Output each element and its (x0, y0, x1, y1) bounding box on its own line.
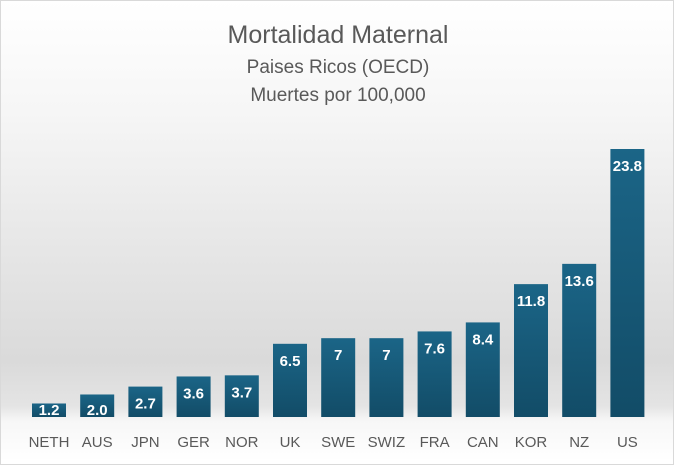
bar-aus (80, 394, 115, 417)
data-label: 7 (334, 347, 342, 364)
x-tick-label: CAN (467, 434, 499, 451)
x-tick-label: NETH (29, 434, 70, 451)
x-tick-label: NOR (225, 434, 259, 451)
data-label: 3.7 (231, 384, 252, 401)
data-label: 2.0 (87, 402, 108, 419)
x-tick-label: JPN (131, 434, 159, 451)
data-label: 1.2 (39, 402, 60, 419)
bar-swiz (369, 338, 404, 417)
x-tick-label: FRA (420, 434, 450, 451)
chart-subtitle-units: Muertes por 100,000 (250, 85, 426, 106)
data-label: 23.8 (613, 158, 642, 175)
bar-jpn (128, 386, 163, 417)
data-label: 7 (382, 347, 390, 364)
bar-us (610, 149, 645, 417)
data-label: 11.8 (517, 293, 545, 310)
x-tick-label: KOR (515, 434, 548, 451)
chart-subtitle: Paises Ricos (OECD) (246, 57, 430, 78)
x-tick-label: AUS (82, 434, 113, 451)
chart-title: Mortalidad Maternal (227, 21, 449, 49)
data-label: 6.5 (280, 353, 301, 370)
x-tick-label: GER (177, 434, 210, 451)
bar-neth (32, 403, 66, 417)
x-tick-label: NZ (569, 434, 589, 451)
bar-swe (321, 338, 356, 417)
bar-fra (417, 331, 452, 417)
data-label: 13.6 (565, 273, 594, 290)
bar-can (465, 322, 500, 417)
data-label: 2.7 (135, 396, 156, 413)
bar-uk (273, 343, 307, 417)
x-tick-label: SWE (321, 434, 355, 451)
bar-nor (224, 375, 259, 417)
x-tick-label: US (617, 434, 638, 451)
bar-ger (176, 376, 211, 417)
data-label: 3.6 (183, 385, 204, 402)
bar-nz (562, 263, 597, 417)
data-label: 8.4 (472, 331, 494, 348)
data-label: 7.6 (424, 340, 445, 357)
x-tick-label: SWIZ (368, 434, 406, 451)
x-tick-label: UK (280, 434, 301, 451)
bar-kor (514, 284, 548, 417)
